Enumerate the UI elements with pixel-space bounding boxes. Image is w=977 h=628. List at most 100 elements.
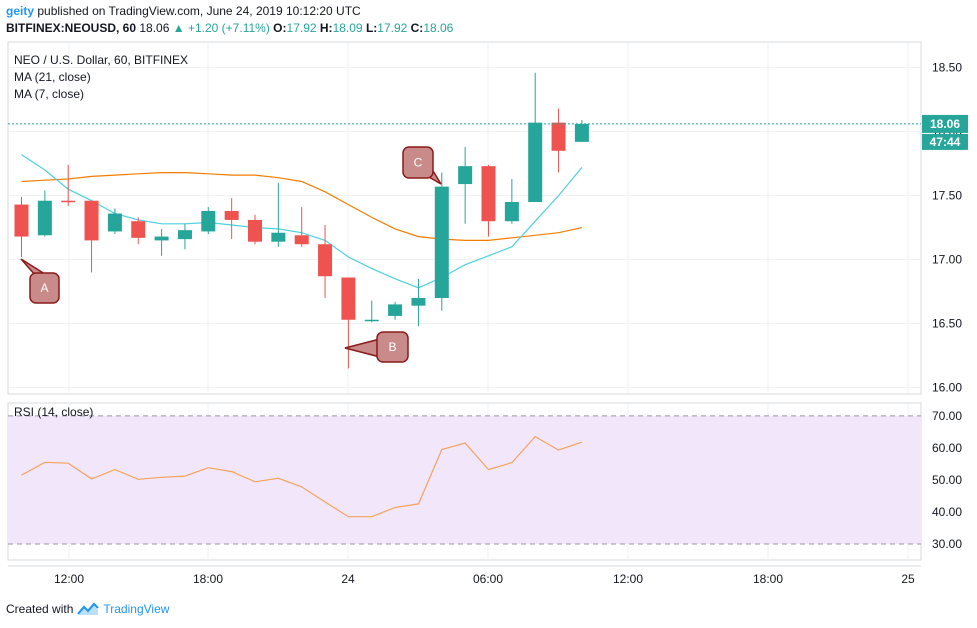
candle-body: [318, 244, 333, 277]
candle: [434, 172, 449, 311]
candle-body: [551, 122, 566, 151]
candle: [504, 178, 519, 224]
low-label: L:: [365, 21, 378, 35]
rsi-band: [8, 415, 921, 544]
time-tick-label: 12:00: [54, 572, 84, 586]
time-tick-label: 18:00: [753, 572, 783, 586]
candle-body: [294, 235, 309, 245]
candle-body: [411, 298, 426, 306]
candle: [248, 214, 262, 245]
candle-body: [434, 186, 449, 298]
time-tick-label: 18:00: [193, 572, 223, 586]
callout-label: A: [40, 281, 48, 295]
ma21-line: [21, 172, 583, 241]
close-value: 18.06: [423, 21, 454, 35]
candle: [388, 301, 403, 320]
candle-body: [14, 204, 29, 237]
candle: [411, 278, 426, 327]
candle-body: [107, 213, 122, 232]
candle-body: [177, 230, 192, 240]
candle-body: [131, 221, 146, 238]
tradingview-brand[interactable]: TradingView: [103, 602, 170, 616]
publisher-name[interactable]: geity: [6, 4, 35, 18]
chart-header: geity published on TradingView.com, June…: [6, 3, 453, 37]
time-tick-label: 06:00: [473, 572, 503, 586]
candle: [37, 190, 52, 237]
candle-body: [528, 122, 543, 202]
footer: Created with TradingView: [6, 602, 169, 616]
candle: [224, 198, 239, 240]
callout-fill: [31, 274, 58, 302]
candle: [154, 228, 169, 256]
price-change: +1.20 (+7.11%): [187, 21, 270, 35]
rsi-tick-label: 30.00: [932, 537, 962, 551]
time-tick-label: 25: [901, 572, 915, 586]
candle: [318, 225, 333, 298]
candle: [551, 108, 566, 173]
callout-b: B: [344, 331, 409, 363]
candle-body: [364, 319, 379, 322]
candle-body: [504, 202, 519, 222]
rsi-tick-label: 60.00: [932, 441, 962, 455]
chart-title: NEO / U.S. Dollar, 60, BITFINEX: [14, 53, 189, 67]
open-label: O:: [273, 21, 287, 35]
candle: [294, 207, 309, 247]
rsi-tick-label: 50.00: [932, 473, 962, 487]
ma21-legend: MA (21, close): [14, 70, 91, 84]
callout-label: B: [388, 340, 396, 354]
candle: [201, 207, 216, 234]
candle-body: [388, 304, 403, 316]
candle: [14, 196, 29, 258]
candle: [84, 200, 99, 273]
candle: [364, 300, 379, 323]
candle-body: [201, 210, 216, 232]
candle-body: [154, 236, 169, 241]
candle: [574, 120, 589, 142]
callout-label: C: [414, 156, 423, 170]
candle: [528, 72, 543, 202]
candle-body: [574, 123, 589, 142]
callout-a: A: [20, 258, 60, 304]
candle: [107, 208, 122, 234]
published-text: published on TradingView.com, June 24, 2…: [37, 4, 361, 18]
candle: [481, 164, 496, 237]
time-tick-label: 12:00: [613, 572, 643, 586]
price-tick-label: 16.00: [932, 381, 962, 395]
high-value: 18.09: [332, 21, 363, 35]
last-price-tag: [922, 114, 968, 133]
candle-body: [458, 166, 473, 185]
price-tick-label: 17.50: [932, 189, 962, 203]
time-tick-label: 24: [341, 572, 355, 586]
candle-body: [224, 210, 239, 220]
close-label: C:: [410, 21, 424, 35]
last-price-tag-text: 18.06: [930, 117, 960, 131]
callout-fill: [404, 148, 432, 177]
candle: [458, 146, 473, 224]
candle: [131, 217, 146, 245]
price-tick-label: 18.50: [932, 61, 962, 75]
candle-body: [61, 200, 76, 203]
callout-c: C: [402, 146, 442, 185]
price-tick-label: 16.50: [932, 317, 962, 331]
candle-body: [271, 232, 286, 242]
rsi-legend: RSI (14, close): [14, 405, 94, 419]
callout-pointer: [344, 338, 381, 358]
candle-body: [248, 219, 262, 242]
last-price: 18.06: [139, 21, 170, 35]
up-arrow-icon: ▲: [172, 21, 185, 35]
countdown-tag: [922, 133, 968, 150]
high-label: H:: [319, 21, 333, 35]
candle-body: [481, 166, 496, 222]
ma7-legend: MA (7, close): [14, 87, 85, 101]
candle: [177, 223, 192, 250]
low-value: 17.92: [377, 21, 408, 35]
symbol-label: BITFINEX:NEOUSD, 60: [6, 21, 137, 35]
price-pane-border: [7, 41, 922, 395]
rsi-line: [21, 435, 583, 518]
candle: [61, 164, 76, 206]
open-value: 17.92: [286, 21, 317, 35]
tradingview-logo-icon: [77, 602, 100, 615]
countdown-tag-text: 47:44: [930, 135, 961, 149]
price-tick-label: 17.00: [932, 253, 962, 267]
